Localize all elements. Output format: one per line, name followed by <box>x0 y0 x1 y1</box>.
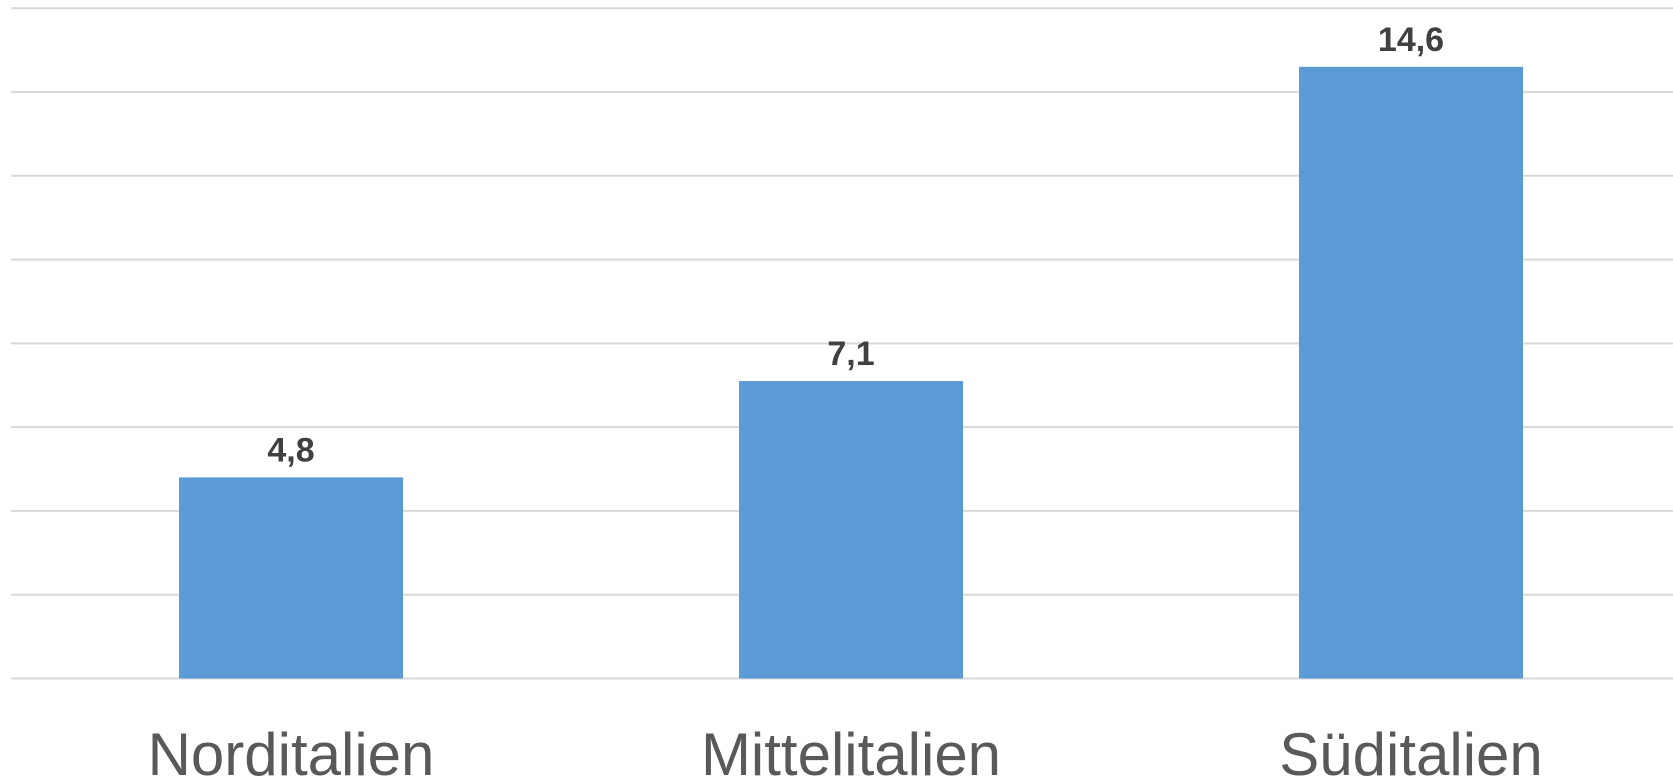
category-label: Mittelitalien <box>701 721 1001 782</box>
data-label: 4,8 <box>267 431 314 469</box>
data-label: 7,1 <box>827 335 874 373</box>
category-labels: Norditalien Mittelitalien Süditalien <box>148 721 1543 782</box>
data-label: 14,6 <box>1378 21 1444 59</box>
bar-mittelitalien <box>739 381 963 679</box>
bar-norditalien <box>179 477 403 679</box>
category-label: Norditalien <box>148 721 435 782</box>
bars <box>179 66 1523 679</box>
category-label: Süditalien <box>1279 721 1543 782</box>
value-labels: 4,8 7,1 14,6 <box>267 21 1444 470</box>
bar-süditalien <box>1299 66 1523 679</box>
